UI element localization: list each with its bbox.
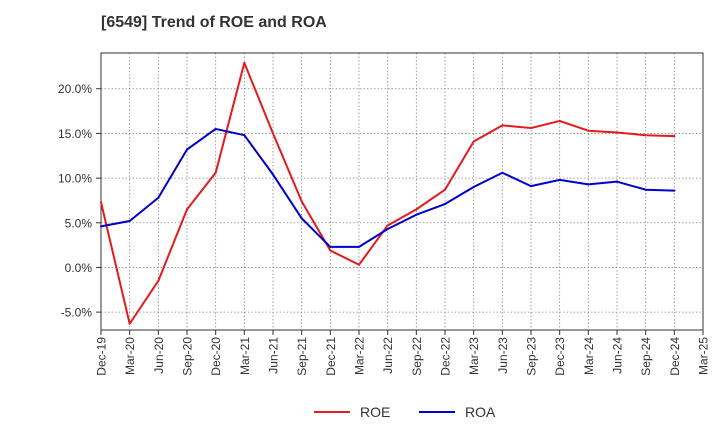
x-tick-label: Dec-19 (95, 337, 109, 376)
data-point-roa (300, 217, 303, 220)
x-tick-label: Jun-22 (381, 337, 395, 374)
data-point-roa (329, 245, 332, 248)
data-point-roa (415, 213, 418, 216)
data-point-roa (386, 228, 389, 231)
chart-title: [6549] Trend of ROE and ROA (101, 14, 327, 31)
x-tick-label: Mar-24 (582, 337, 596, 375)
x-tick-label: Mar-25 (697, 337, 711, 375)
data-point-roa (530, 185, 532, 188)
data-point-roe (300, 200, 303, 203)
data-point-roe (530, 127, 532, 130)
y-axis-tick-labels: -5.0% 0.0% 5.0% 10.0% 15.0% 20.0% (58, 82, 101, 320)
data-point-roa (673, 189, 676, 192)
x-tick-label: Mar-23 (467, 337, 481, 375)
y-tick-label: 10.0% (58, 172, 92, 186)
legend-item-roa: ROA (419, 404, 495, 420)
data-point-roa (558, 178, 561, 181)
x-tick-label: Sep-21 (295, 337, 309, 376)
y-tick-label: 20.0% (58, 82, 92, 96)
y-tick-label: 0.0% (65, 261, 93, 275)
x-tick-label: Dec-23 (553, 337, 567, 376)
data-point-roe (243, 61, 246, 64)
plot-area-border (100, 52, 704, 331)
x-tick-label: Dec-22 (439, 337, 453, 376)
data-point-roe (100, 201, 102, 204)
x-tick-label: Dec-21 (324, 337, 338, 376)
x-tick-label: Dec-24 (668, 337, 682, 376)
x-tick-label: Sep-22 (410, 337, 424, 376)
data-point-roe (128, 322, 131, 325)
x-tick-label: Sep-20 (181, 337, 195, 376)
x-tick-label: Sep-24 (639, 337, 653, 376)
x-tick-label: Mar-21 (238, 337, 252, 375)
x-axis-tick-labels: Dec-19 Mar-20 Jun-20 Sep-20 Dec-20 Mar-21 Jun-… (95, 330, 711, 376)
x-tick-label: Dec-20 (209, 337, 223, 376)
data-point-roe (358, 263, 360, 266)
y-tick-label: 5.0% (65, 216, 93, 230)
legend-swatch-roa (419, 411, 455, 413)
data-point-roe (644, 134, 647, 137)
data-point-roe (386, 224, 389, 227)
x-tick-label: Jun-21 (267, 337, 281, 374)
data-point-roa (358, 245, 360, 248)
data-point-roa (214, 127, 217, 130)
y-tick-label: 15.0% (58, 127, 92, 141)
data-point-roa (616, 180, 618, 183)
data-point-roe (501, 124, 504, 127)
x-tick-label: Jun-20 (152, 337, 166, 374)
data-point-roa (186, 148, 188, 151)
legend-item-roe: ROE (314, 404, 390, 420)
data-point-roa (128, 219, 131, 222)
x-tick-label: Sep-23 (525, 337, 539, 376)
data-point-roe (444, 188, 446, 191)
legend-label-roe: ROE (360, 404, 391, 420)
data-point-roa (272, 173, 274, 176)
data-point-roe (214, 171, 217, 174)
data-point-roa (243, 134, 246, 137)
data-point-roe (673, 135, 676, 138)
data-point-roa (587, 183, 590, 186)
data-point-roa (100, 225, 102, 228)
legend-label-roa: ROA (465, 404, 496, 420)
data-point-roe (616, 131, 618, 134)
data-point-roe (329, 249, 332, 252)
data-point-roe (186, 208, 188, 211)
data-point-roe (157, 279, 160, 282)
data-point-roe (272, 132, 274, 135)
data-point-roa (157, 196, 160, 199)
data-point-roe (558, 119, 561, 122)
x-tick-label: Mar-20 (123, 337, 137, 375)
x-tick-label: Jun-24 (611, 337, 625, 374)
data-point-roe (587, 129, 590, 132)
y-tick-label: -5.0% (61, 306, 93, 320)
legend-swatch-roe (314, 411, 350, 413)
data-point-roe (415, 208, 418, 211)
x-tick-label: Mar-22 (353, 337, 367, 375)
data-point-roa (472, 186, 475, 189)
x-tick-label: Jun-23 (496, 337, 510, 374)
data-point-roa (501, 171, 504, 174)
data-point-roa (444, 203, 446, 206)
data-point-roe (472, 140, 475, 143)
series-lines (100, 61, 676, 325)
data-point-roa (644, 188, 647, 191)
grid-lines (101, 53, 703, 330)
